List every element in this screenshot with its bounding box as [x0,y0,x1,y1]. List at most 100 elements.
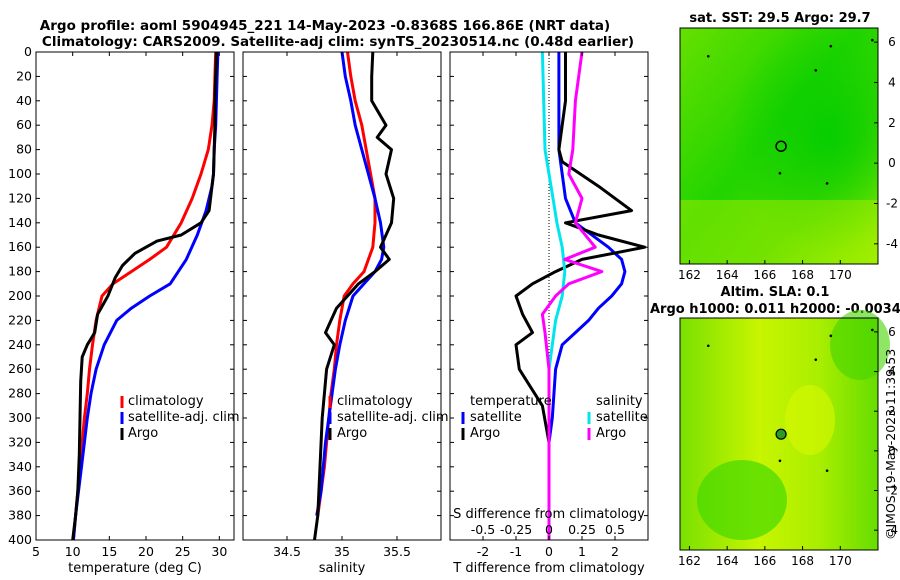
salinity-xlabel: salinity [319,561,366,576]
temperature-xlabel: temperature (deg C) [68,561,202,576]
legend-label-satellite: satellite-adj. clim [128,410,240,425]
y-tick-label: 20 [16,68,32,83]
y-tick-label: 100 [8,166,32,181]
x-tick-label: 25 [175,544,191,559]
y-tick-label: 0 [24,44,32,59]
sla-low-patch [697,460,787,540]
sst-map-panel: sat. SST: 29.5 Argo: 29.7 162 164 166 168 17… [678,11,898,282]
y-tick-label: 320 [8,434,32,449]
x-tick-label: 0 [545,544,553,559]
x-tick-label: 168 [791,268,814,282]
x-tick-label: 5 [32,544,40,559]
x-tick-label: 164 [716,268,739,282]
y-tick-label: 200 [8,288,32,303]
sst-map-title: sat. SST: 29.5 Argo: 29.7 [689,11,870,26]
y-tick-label: -4 [886,523,898,537]
legend-label-climatology: climatology [128,394,204,409]
x-tick-label: 166 [753,268,776,282]
legend-title-temperature: temperature [470,394,552,409]
y-tick-label: 220 [8,312,32,327]
legend-title-salinity: salinity [596,394,643,409]
series-line-argo [71,51,218,541]
legend-label-temp-argo: Argo [470,426,500,441]
series-line-climatology [71,51,218,541]
y-tick-label: 2 [888,116,896,130]
legend-label-climatology: climatology [337,394,413,409]
argo-location-marker [775,428,787,440]
salinity-diff-xlabel: S difference from climatology [453,507,645,522]
sst-land-dots [706,38,874,185]
y-tick-label: 380 [8,508,32,523]
sla-high-patch [785,385,835,455]
salinity-axes-frame [242,51,442,541]
x-tick-label: 168 [791,554,814,568]
argo-location-marker [775,140,787,152]
sst-south-band [680,200,878,264]
sla-map-panel: Altim. SLA: 0.1 Argo h1000: 0.011 h2000:… [650,285,900,568]
y-tick-label: 120 [8,190,32,205]
legend-label-argo: Argo [128,426,158,441]
island-dot [814,358,818,361]
x-tick-label: 10 [65,544,81,559]
x-tick-label: 170 [829,554,852,568]
island-dot [706,54,710,58]
x-tick-label-top: -0.25 [500,522,532,537]
temperature-diff-xlabel: T difference from climatology [452,561,645,576]
y-tick-label: -4 [886,237,898,251]
x-tick-label: 35 [334,544,350,559]
figure-title-line2: Climatology: CARS2009. Satellite-adj cli… [42,34,634,50]
island-dot [825,469,829,472]
x-tick-label-top: -0.5 [471,522,495,537]
figure-title-line1: Argo profile: aoml 5904945_221 14-May-20… [40,18,610,34]
y-tick-label: 240 [8,337,32,352]
salinity-panel: 34.5 35 35.5 salinity climatology satellit… [242,51,449,576]
y-tick-label: 360 [8,483,32,498]
salinity-legend: climatology satellite-adj. clim Argo [328,394,449,441]
legend-label-sal-satellite: satellite [596,410,648,425]
x-tick-label: 162 [678,554,701,568]
x-tick-label: 162 [678,268,701,282]
island-dot [814,69,818,72]
island-dot [778,171,782,175]
legend-label-temp-satellite: satellite [470,410,522,425]
salinity-diff-legend: salinity satellite Argo [587,394,648,441]
legend-label-sal-argo: Argo [596,426,626,441]
x-tick-label: 35.5 [383,544,411,559]
x-tick-label: 164 [716,554,739,568]
x-tick-label: 166 [753,554,776,568]
y-tick-label: 2 [888,404,896,418]
difference-panel: -2 -1 0 1 2 S difference from climatology -0… [449,51,649,576]
series-line-argo [313,51,396,541]
imos-timestamp: ©IMOS 19-May-2023 11:39:53 [883,349,898,540]
sla-map-title: Altim. SLA: 0.1 [721,285,830,300]
series-line-temperature-satellite [547,52,627,443]
y-tick-label: 6 [888,325,896,339]
x-tick-label-top: 0 [545,522,553,537]
legend-label-argo: Argo [337,426,367,441]
island-dot [778,459,782,463]
y-tick-label: 400 [8,532,32,547]
x-tick-label: 1 [578,544,586,559]
sla-map-subtitle: Argo h1000: 0.011 h2000: -0.0034 [650,302,900,317]
x-tick-label: 15 [101,544,117,559]
x-tick-label: 30 [211,544,227,559]
y-tick-label: 280 [8,386,32,401]
y-tick-label: 140 [8,215,32,230]
x-tick-label: 170 [829,268,852,282]
temperature-legend: climatology satellite-adj. clim Argo [120,394,240,441]
x-tick-label-top: 0.5 [605,522,625,537]
island-dot [871,38,874,42]
temperature-panel: 0 20 40 60 80 100 120 140 160 180 200 220 240 260 280 3… [8,44,239,576]
island-dot [706,344,710,348]
y-tick-label: 340 [8,459,32,474]
y-tick-label: 4 [888,75,896,89]
y-tick-label: -2 [886,484,898,498]
y-tick-label: -2 [886,196,898,210]
series-line-satellite-adj-clim [71,51,220,541]
y-tick-label: 260 [8,361,32,376]
y-tick-label: 80 [16,142,32,157]
y-tick-label: 300 [8,410,32,425]
island-dot [829,334,833,338]
island-dot [825,182,829,185]
sst-axes-frame [679,27,879,265]
